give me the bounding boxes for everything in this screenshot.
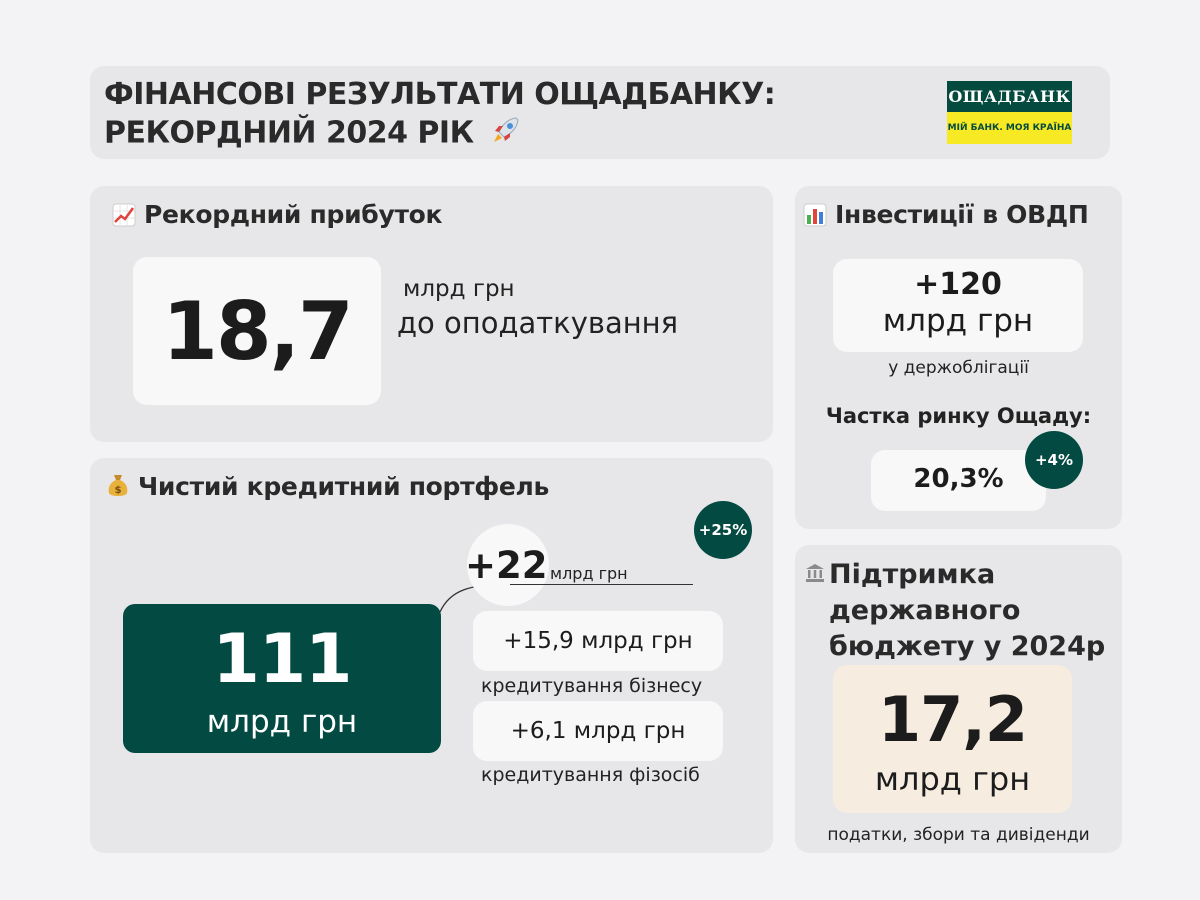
credit-portfolio-panel: $ Чистий кредитний портфель 111 млрд грн… (90, 458, 773, 853)
market-share-growth-badge: +4% (1025, 431, 1083, 489)
page-title-line2-text: РЕКОРДНИЙ 2024 РІК (104, 115, 474, 151)
profit-value-card: 18,7 (133, 257, 381, 405)
profit-title-text: Рекордний прибуток (144, 200, 443, 229)
classical-building-icon (805, 563, 825, 587)
svg-text:$: $ (115, 485, 122, 496)
ovdp-panel: Інвестиції в ОВДП +120 млрд грн у держоб… (795, 186, 1122, 529)
profit-title: Рекордний прибуток (112, 200, 443, 233)
rocket-icon (490, 114, 522, 154)
profit-description: до оподаткування (397, 306, 679, 340)
budget-title-line1: Підтримка (829, 559, 996, 590)
credit-portfolio-value-card: 111 млрд грн (123, 604, 441, 753)
budget-unit: млрд грн (874, 760, 1031, 798)
credit-growth-unit: млрд грн (550, 564, 628, 583)
credit-portfolio-value: 111 (212, 620, 353, 699)
budget-title-line3: бюджету у 2024р (829, 631, 1106, 662)
budget-description: податки, збори та дивіденди (827, 825, 1090, 845)
credit-title: $ Чистий кредитний портфель (106, 472, 549, 505)
ovdp-title-text: Інвестиції в ОВДП (835, 200, 1089, 229)
credit-growth-badge: +25% (694, 501, 752, 559)
ovdp-title: Інвестиції в ОВДП (803, 200, 1089, 233)
market-share-label: Частка ринку Ощаду: (825, 404, 1092, 428)
profit-value: 18,7 (162, 285, 353, 378)
bar-chart-icon (803, 203, 827, 233)
ovdp-value: +120 (914, 267, 1002, 302)
profit-unit: млрд грн (403, 276, 515, 302)
market-share-card: 20,3% (871, 450, 1046, 511)
budget-value: 17,2 (878, 683, 1028, 756)
profit-panel: Рекордний прибуток 18,7 млрд грн до опод… (90, 186, 773, 442)
business-lending-value: +15,9 млрд грн (473, 611, 723, 671)
logo-slogan: МІЙ БАНК. МОЯ КРАЇНА (947, 112, 1072, 144)
budget-value-card: 17,2 млрд грн (833, 665, 1072, 813)
business-lending-label: кредитування бізнесу (481, 675, 703, 697)
header-panel: ФІНАНСОВІ РЕЗУЛЬТАТИ ОЩАДБАНКУ: РЕКОРДНИ… (90, 66, 1110, 159)
page-title-line2: РЕКОРДНИЙ 2024 РІК (104, 114, 522, 154)
growth-underline (510, 584, 693, 585)
credit-growth-value: +22 (465, 544, 548, 587)
individuals-lending-value: +6,1 млрд грн (473, 701, 723, 761)
individuals-lending-label: кредитування фізосіб (481, 764, 700, 786)
growth-circle (467, 524, 549, 606)
credit-portfolio-unit: млрд грн (206, 704, 358, 740)
budget-title-line2: державного (829, 595, 1021, 626)
ovdp-unit: млрд грн (882, 303, 1034, 339)
ovdp-description: у держоблігації (888, 358, 1029, 378)
chart-increasing-icon (112, 203, 136, 233)
budget-panel: Підтримка державного бюджету у 2024р 17,… (795, 545, 1122, 853)
page-title-line1: ФІНАНСОВІ РЕЗУЛЬТАТИ ОЩАДБАНКУ: (104, 77, 776, 112)
logo-name: ОЩАДБАНК (947, 81, 1072, 112)
ovdp-value-card: +120 млрд грн (833, 259, 1083, 352)
credit-title-text: Чистий кредитний портфель (138, 472, 550, 501)
budget-title: Підтримка державного бюджету у 2024р (829, 557, 1105, 665)
market-share-value: 20,3% (913, 464, 1004, 494)
oschadbank-logo: ОЩАДБАНК МІЙ БАНК. МОЯ КРАЇНА (947, 81, 1072, 144)
money-bag-icon: $ (106, 473, 130, 505)
